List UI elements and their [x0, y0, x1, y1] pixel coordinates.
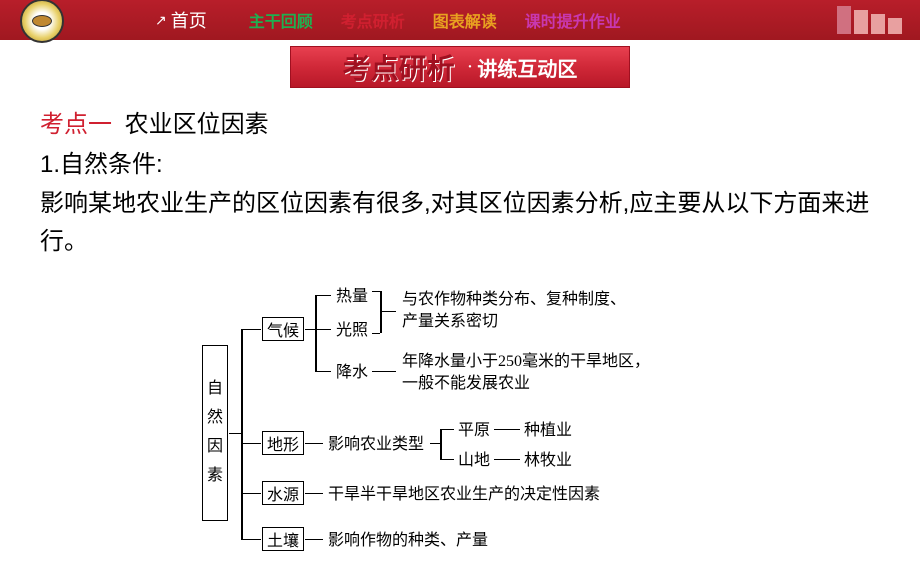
point-title-row: 考点一 农业区位因素	[40, 106, 880, 144]
nav-item-1[interactable]: 主干回顾	[249, 8, 313, 32]
tree-diagram: 自 然 因 素 气候 热量 光照 降水 与农作物种类分布、复种制度、产量关系密切…	[202, 295, 772, 565]
climate-desc-bottom: 年降水量小于250毫米的干旱地区，一般不能发展农业	[402, 351, 652, 394]
water-desc: 干旱半干旱地区农业生产的决定性因素	[328, 484, 600, 506]
climate-item-3: 降水	[336, 362, 368, 384]
terrain-line	[305, 443, 323, 444]
climate-vline	[315, 295, 317, 371]
cat-terrain: 地形	[262, 431, 304, 455]
point-label: 考点一	[40, 111, 112, 138]
climate-rbrk	[380, 291, 382, 333]
sub-heading: 1.自然条件:	[40, 146, 880, 184]
l1-h3	[241, 493, 261, 494]
terrain-vline	[440, 429, 442, 459]
soil-desc: 影响作物的种类、产量	[328, 530, 488, 552]
home-link[interactable]: ↗ 首页	[155, 7, 207, 33]
rain-line	[372, 371, 396, 372]
cat-climate: 气候	[262, 317, 304, 341]
cat-soil: 土壤	[262, 527, 304, 551]
content-area: 考点一 农业区位因素 1.自然条件: 影响某地农业生产的区位因素有很多,对其区位…	[0, 88, 920, 262]
terrain-desc: 影响农业类型	[328, 434, 424, 456]
cat-water: 水源	[262, 481, 304, 505]
climate-rbrk-t	[372, 291, 380, 292]
soil-line	[305, 539, 323, 540]
banner-dot: ·	[467, 56, 474, 79]
point-text	[118, 111, 125, 138]
terrain-s2l: 山地	[458, 450, 490, 472]
water-line	[305, 493, 323, 494]
climate-rbrk-s	[380, 311, 396, 312]
climate-stem	[305, 329, 315, 330]
nav-item-4[interactable]: 课时提升作业	[525, 8, 621, 32]
l1-vline	[241, 329, 243, 539]
terrain-h1	[440, 429, 454, 430]
climate-h3	[315, 371, 331, 372]
climate-h1	[315, 295, 331, 296]
climate-item-1: 热量	[336, 286, 368, 308]
nav-bar: 主干回顾 考点研析 图表解读 课时提升作业	[249, 8, 621, 32]
decorative-bars	[837, 6, 902, 34]
terrain-s2r: 林牧业	[524, 450, 572, 472]
terrain-stem2	[430, 443, 440, 444]
home-label: 首页	[171, 7, 207, 33]
l1-h1	[241, 329, 261, 330]
banner-sub: 讲练互动区	[477, 53, 577, 82]
terrain-s1l: 平原	[458, 420, 490, 442]
arrow-icon: ↗	[155, 12, 167, 29]
logo	[20, 0, 70, 49]
root-box: 自 然 因 素	[202, 345, 228, 521]
climate-desc-top: 与农作物种类分布、复种制度、产量关系密切	[402, 289, 632, 332]
terrain-h2	[440, 459, 454, 460]
l1-h4	[241, 539, 261, 540]
section-banner: 考点研析 · 讲练互动区	[290, 46, 630, 88]
terrain-a1	[494, 429, 520, 430]
nav-item-2[interactable]: 考点研析	[341, 8, 405, 32]
banner-main: 考点研析	[343, 47, 455, 87]
climate-rbrk-b	[372, 333, 380, 334]
terrain-a2	[494, 459, 520, 460]
terrain-s1r: 种植业	[524, 420, 572, 442]
top-header: ↗ 首页 主干回顾 考点研析 图表解读 课时提升作业	[0, 0, 920, 40]
climate-item-2: 光照	[336, 320, 368, 342]
l1-h2	[241, 443, 261, 444]
climate-h2	[315, 329, 331, 330]
root-stem	[229, 433, 241, 434]
nav-item-3[interactable]: 图表解读	[433, 8, 497, 32]
body-paragraph: 影响某地农业生产的区位因素有很多,对其区位因素分析,应主要从以下方面来进行。	[40, 185, 880, 262]
